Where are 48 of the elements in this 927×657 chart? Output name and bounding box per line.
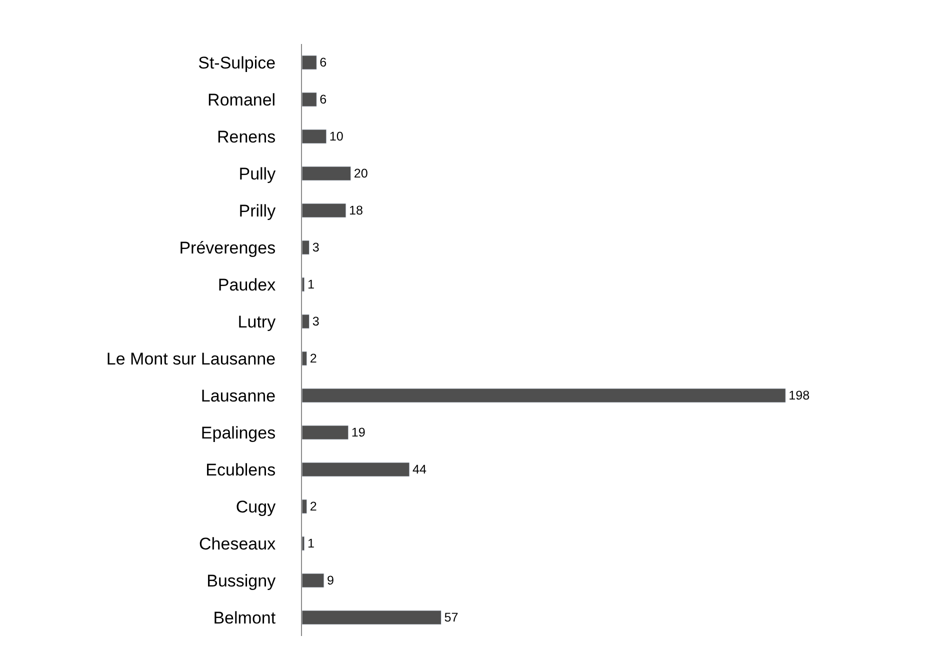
y-tick-label: Bussigny [206,571,276,590]
bar [302,92,317,107]
data-label: 44 [412,462,426,477]
y-tick-label: Prilly [238,201,276,220]
bar [302,388,786,403]
y-tick-label: Lutry [238,312,276,332]
data-label: 2 [310,500,317,514]
bar [302,166,352,181]
data-label: 2 [310,352,317,366]
data-label: 10 [329,130,344,144]
data-label: 57 [444,610,458,625]
data-label: 19 [351,426,366,440]
bar [302,425,349,440]
bar [302,610,442,625]
data-label: 3 [312,240,320,255]
data-label: 198 [788,388,810,403]
y-tick-label: Epalinges [200,423,276,442]
y-tick-label: Le Mont sur Lausanne [106,349,276,368]
y-tick-label: Romanel [208,90,276,110]
bar [302,277,305,292]
bar [302,203,346,218]
bar [302,536,305,551]
y-tick-label: Lausanne [200,386,276,406]
y-tick-label: Cheseaux [199,534,276,554]
data-label: 3 [312,314,320,329]
bar [302,462,410,477]
data-label: 1 [307,536,314,551]
data-label: 9 [326,574,334,588]
data-label: 6 [320,56,327,70]
y-tick-label: Ecublens [206,460,276,480]
data-label: 6 [320,92,327,107]
bar [302,129,327,144]
y-tick-label: Renens [216,127,276,146]
bar [302,314,310,329]
y-tick-label: Pully [238,164,276,184]
data-label: 20 [354,166,368,181]
y-tick-label: Préverenges [179,238,276,258]
bar [302,240,310,255]
y-tick-label: St-Sulpice [198,53,276,72]
bar [302,55,317,70]
y-tick-label: Paudex [218,275,276,294]
bar [302,499,308,514]
data-label: 1 [307,278,314,292]
bar [302,351,308,366]
bar [302,573,324,588]
y-tick-label: Belmont [213,608,276,628]
y-tick-label: Cugy [236,497,276,516]
data-label: 18 [348,204,363,218]
